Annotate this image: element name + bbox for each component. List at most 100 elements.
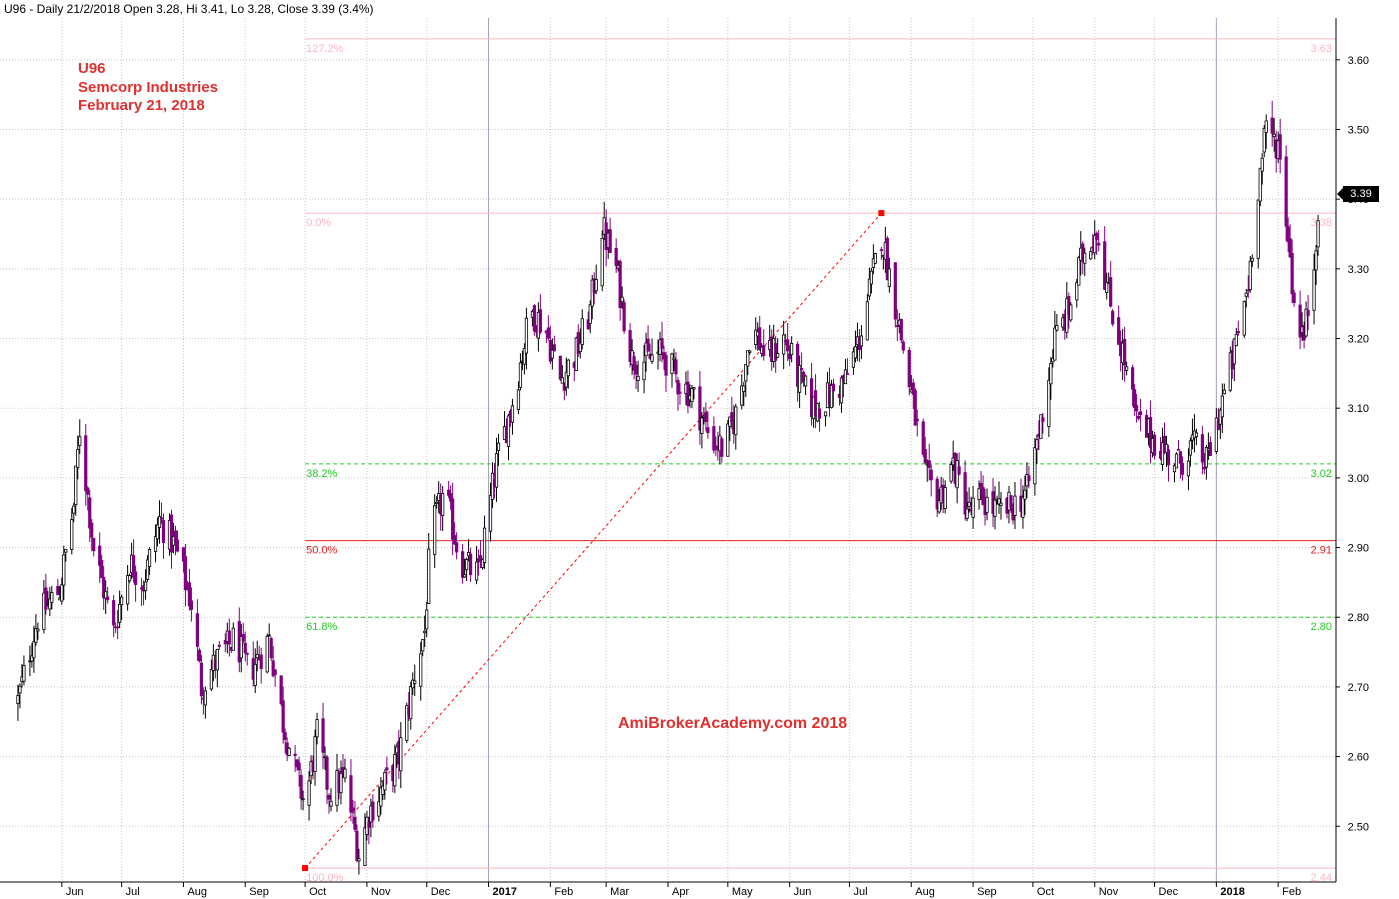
candle-body: [1109, 277, 1113, 307]
x-tick-label: Nov: [1099, 886, 1119, 898]
candle-body: [44, 587, 48, 610]
candle-body: [98, 545, 102, 566]
candle-body: [92, 537, 96, 552]
candle-body: [538, 309, 542, 333]
x-tick-label: Dec: [1159, 886, 1179, 898]
candle-body: [1035, 439, 1039, 450]
candle-body: [865, 301, 870, 341]
candle-body: [157, 516, 162, 528]
candle-body: [887, 268, 891, 287]
candle-body: [698, 386, 702, 431]
candle-body: [76, 449, 80, 468]
candle-body: [1222, 389, 1226, 395]
candle-body: [552, 344, 556, 352]
candle-body: [664, 355, 668, 376]
grid: [0, 18, 1336, 882]
candle-body: [1214, 417, 1218, 452]
fib-ratio-label: 50.0%: [306, 545, 337, 557]
candle-body: [712, 426, 716, 451]
x-tick-label: Sep: [977, 886, 997, 898]
candle-body: [1186, 460, 1191, 477]
last-close-marker: 3.39: [1337, 186, 1379, 202]
candle-body: [223, 640, 227, 645]
candle-body: [879, 249, 883, 252]
candle-body: [381, 785, 385, 795]
x-tick-label: Jul: [126, 886, 140, 898]
candle-body: [413, 680, 417, 684]
candle-body: [343, 768, 347, 779]
candle-body: [133, 571, 138, 585]
candle-body: [279, 675, 283, 704]
candle-body: [1228, 352, 1232, 391]
candle-body: [50, 592, 54, 603]
candle-body: [1117, 317, 1121, 345]
candle-body: [159, 517, 164, 520]
candle-body: [106, 596, 110, 601]
candle-body: [1095, 232, 1099, 241]
candle-body: [465, 559, 469, 571]
chart-header: U96 - Daily 21/2/2018 Open 3.28, Hi 3.41…: [4, 2, 374, 16]
candle-body: [325, 756, 329, 790]
x-tick-label: Jun: [794, 886, 812, 898]
candle-body: [1306, 310, 1310, 316]
candle-body: [283, 732, 287, 740]
y-tick-label: 3.20: [1348, 334, 1369, 346]
candle-body: [18, 685, 22, 694]
fib-ratio-label: 0.0%: [306, 217, 331, 229]
candle-body: [90, 522, 94, 538]
candle-body: [622, 302, 626, 332]
candle-body: [1055, 325, 1059, 331]
candle-body: [1178, 451, 1183, 464]
candle-body: [672, 357, 676, 360]
candle-body: [451, 498, 455, 540]
candle-body: [281, 700, 285, 733]
candle-body: [349, 775, 353, 813]
candle-body: [574, 337, 578, 371]
candle-body: [901, 341, 905, 351]
candle-body: [921, 421, 925, 455]
candle-body: [455, 542, 459, 553]
candle-body: [518, 362, 523, 388]
candle-body: [943, 487, 947, 509]
candle-body: [1286, 226, 1290, 243]
fib-value-label: 3.38: [1311, 217, 1332, 229]
candle-body: [1105, 281, 1109, 294]
candle-body: [42, 592, 46, 630]
y-tick-label: 3.30: [1348, 264, 1369, 276]
candle-body: [377, 801, 381, 817]
candle-body: [1312, 269, 1316, 311]
fib-swing-end-point: [878, 210, 885, 217]
candle-body: [120, 596, 124, 606]
candle-body: [742, 385, 746, 392]
candle-body: [839, 377, 844, 404]
candle-body: [329, 800, 333, 807]
annotation-company: Semcorp Industries: [78, 79, 219, 96]
candle-body: [859, 335, 864, 347]
candle-body: [60, 584, 64, 602]
candle-body: [506, 415, 511, 447]
candle-body: [1138, 411, 1143, 416]
candle-body: [363, 827, 367, 866]
candle-body: [1202, 466, 1206, 470]
candle-body: [1065, 298, 1069, 333]
candle-body: [449, 493, 453, 502]
candle-body: [979, 483, 983, 488]
x-tick-label: Oct: [1037, 886, 1054, 898]
candle-body: [353, 816, 357, 830]
candle-body: [287, 747, 291, 756]
candle-body: [1160, 442, 1165, 465]
candle-body: [195, 613, 200, 647]
x-tick-label: 2017: [493, 886, 517, 898]
candle-body: [628, 329, 632, 362]
candle-body: [660, 338, 664, 349]
candle-body: [161, 520, 166, 543]
candle-body: [173, 530, 178, 543]
x-tick-label: Feb: [554, 886, 573, 898]
candle-body: [1123, 339, 1127, 366]
candle-body: [1152, 434, 1157, 456]
candle-body: [265, 635, 269, 673]
candle-body: [1033, 447, 1037, 485]
x-tick-label: Aug: [187, 886, 207, 898]
candle-body: [927, 460, 931, 468]
candle-body: [532, 305, 537, 332]
